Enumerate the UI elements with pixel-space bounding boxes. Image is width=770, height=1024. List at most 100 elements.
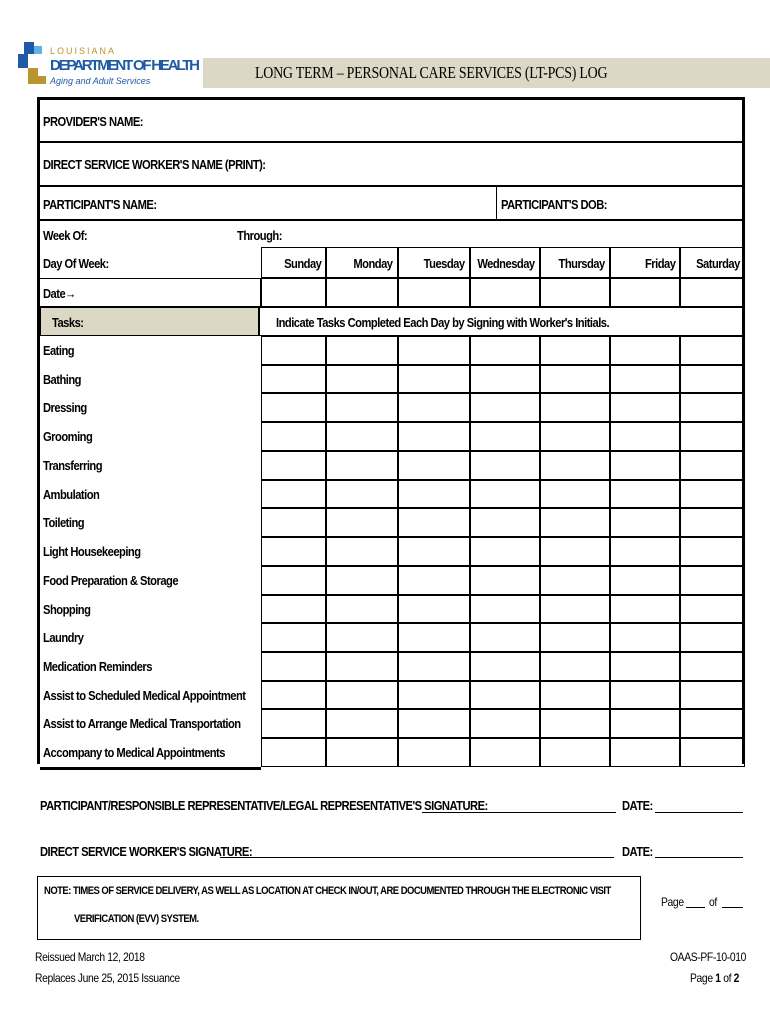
- task-initials-cell[interactable]: [326, 336, 398, 365]
- task-initials-cell[interactable]: [261, 594, 326, 624]
- date-cell-wednesday[interactable]: [470, 278, 540, 307]
- task-initials-cell[interactable]: [398, 709, 470, 739]
- task-initials-cell[interactable]: [680, 709, 745, 739]
- task-initials-cell[interactable]: [610, 594, 680, 624]
- task-initials-cell[interactable]: [470, 652, 540, 681]
- task-initials-cell[interactable]: [680, 508, 745, 538]
- task-initials-cell[interactable]: [680, 393, 745, 423]
- task-initials-cell[interactable]: [540, 508, 610, 538]
- task-initials-cell[interactable]: [261, 652, 326, 681]
- task-initials-cell[interactable]: [398, 623, 470, 653]
- task-initials-cell[interactable]: [326, 623, 398, 653]
- task-initials-cell[interactable]: [610, 623, 680, 653]
- participant-date-line[interactable]: [655, 812, 743, 813]
- task-initials-cell[interactable]: [610, 565, 680, 595]
- task-initials-cell[interactable]: [680, 422, 745, 451]
- task-initials-cell[interactable]: [470, 393, 540, 423]
- task-initials-cell[interactable]: [540, 565, 610, 595]
- task-initials-cell[interactable]: [261, 680, 326, 710]
- task-initials-cell[interactable]: [540, 738, 610, 767]
- task-initials-cell[interactable]: [398, 479, 470, 509]
- task-initials-cell[interactable]: [470, 594, 540, 624]
- task-initials-cell[interactable]: [470, 738, 540, 767]
- task-initials-cell[interactable]: [540, 364, 610, 394]
- task-initials-cell[interactable]: [326, 393, 398, 423]
- task-initials-cell[interactable]: [540, 709, 610, 739]
- task-initials-cell[interactable]: [261, 364, 326, 394]
- date-cell-friday[interactable]: [610, 278, 680, 307]
- date-cell-monday[interactable]: [326, 278, 398, 307]
- task-initials-cell[interactable]: [398, 565, 470, 595]
- task-initials-cell[interactable]: [326, 508, 398, 538]
- task-initials-cell[interactable]: [398, 594, 470, 624]
- page-blank-line[interactable]: [686, 907, 705, 908]
- task-initials-cell[interactable]: [398, 652, 470, 681]
- task-initials-cell[interactable]: [470, 336, 540, 365]
- task-initials-cell[interactable]: [610, 537, 680, 566]
- task-initials-cell[interactable]: [610, 364, 680, 394]
- task-initials-cell[interactable]: [540, 623, 610, 653]
- task-initials-cell[interactable]: [680, 594, 745, 624]
- task-initials-cell[interactable]: [470, 508, 540, 538]
- task-initials-cell[interactable]: [610, 652, 680, 681]
- task-initials-cell[interactable]: [680, 336, 745, 365]
- task-initials-cell[interactable]: [680, 652, 745, 681]
- task-initials-cell[interactable]: [540, 680, 610, 710]
- date-cell-sunday[interactable]: [261, 278, 326, 307]
- task-initials-cell[interactable]: [261, 508, 326, 538]
- task-initials-cell[interactable]: [540, 594, 610, 624]
- dsw-date-line[interactable]: [655, 857, 743, 858]
- task-initials-cell[interactable]: [680, 565, 745, 595]
- task-initials-cell[interactable]: [261, 565, 326, 595]
- date-cell-tuesday[interactable]: [398, 278, 470, 307]
- date-cell-saturday[interactable]: [680, 278, 745, 307]
- task-initials-cell[interactable]: [680, 450, 745, 480]
- task-initials-cell[interactable]: [326, 450, 398, 480]
- page-of-line[interactable]: [722, 907, 743, 908]
- task-initials-cell[interactable]: [680, 738, 745, 767]
- task-initials-cell[interactable]: [398, 508, 470, 538]
- task-initials-cell[interactable]: [398, 450, 470, 480]
- task-initials-cell[interactable]: [540, 652, 610, 681]
- task-initials-cell[interactable]: [261, 623, 326, 653]
- date-cell-thursday[interactable]: [540, 278, 610, 307]
- task-initials-cell[interactable]: [261, 479, 326, 509]
- task-initials-cell[interactable]: [470, 623, 540, 653]
- task-initials-cell[interactable]: [610, 680, 680, 710]
- task-initials-cell[interactable]: [326, 422, 398, 451]
- task-initials-cell[interactable]: [326, 565, 398, 595]
- task-initials-cell[interactable]: [610, 393, 680, 423]
- task-initials-cell[interactable]: [680, 680, 745, 710]
- task-initials-cell[interactable]: [326, 680, 398, 710]
- task-initials-cell[interactable]: [470, 565, 540, 595]
- task-initials-cell[interactable]: [398, 364, 470, 394]
- dsw-signature-line[interactable]: [220, 857, 614, 858]
- task-initials-cell[interactable]: [398, 537, 470, 566]
- task-initials-cell[interactable]: [610, 422, 680, 451]
- task-initials-cell[interactable]: [540, 479, 610, 509]
- task-initials-cell[interactable]: [326, 738, 398, 767]
- task-initials-cell[interactable]: [610, 336, 680, 365]
- task-initials-cell[interactable]: [540, 450, 610, 480]
- task-initials-cell[interactable]: [398, 422, 470, 451]
- task-initials-cell[interactable]: [470, 537, 540, 566]
- task-initials-cell[interactable]: [470, 450, 540, 480]
- task-initials-cell[interactable]: [680, 623, 745, 653]
- task-initials-cell[interactable]: [680, 364, 745, 394]
- task-initials-cell[interactable]: [540, 393, 610, 423]
- task-initials-cell[interactable]: [470, 364, 540, 394]
- task-initials-cell[interactable]: [610, 709, 680, 739]
- task-initials-cell[interactable]: [398, 738, 470, 767]
- task-initials-cell[interactable]: [610, 479, 680, 509]
- task-initials-cell[interactable]: [610, 508, 680, 538]
- task-initials-cell[interactable]: [261, 537, 326, 566]
- task-initials-cell[interactable]: [398, 336, 470, 365]
- task-initials-cell[interactable]: [398, 680, 470, 710]
- task-initials-cell[interactable]: [326, 479, 398, 509]
- task-initials-cell[interactable]: [261, 422, 326, 451]
- task-initials-cell[interactable]: [470, 709, 540, 739]
- task-initials-cell[interactable]: [261, 709, 326, 739]
- task-initials-cell[interactable]: [326, 709, 398, 739]
- task-initials-cell[interactable]: [261, 450, 326, 480]
- task-initials-cell[interactable]: [261, 393, 326, 423]
